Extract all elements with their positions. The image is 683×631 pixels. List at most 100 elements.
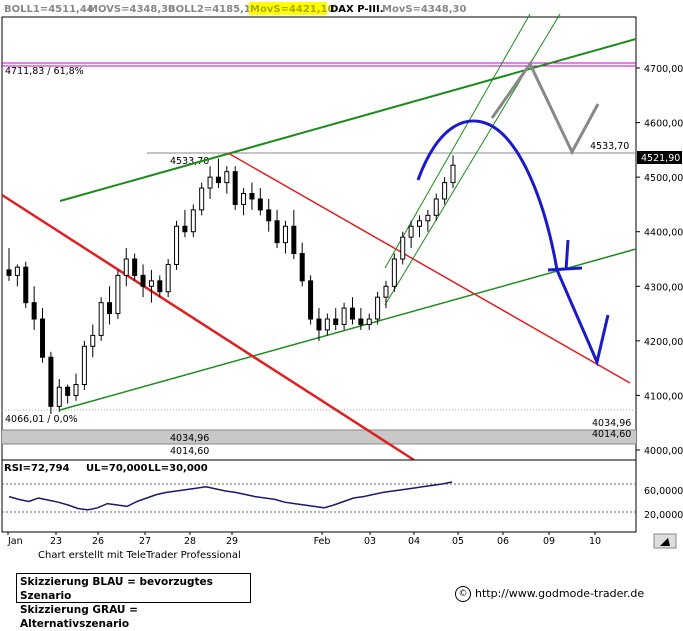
candle-body	[207, 176, 213, 189]
long-downtrend-line	[1, 193, 415, 462]
candle	[140, 264, 146, 298]
candle	[316, 308, 322, 341]
candle	[241, 188, 247, 216]
candle-body	[324, 318, 330, 331]
date-tick-label: 29	[226, 536, 238, 547]
chart-title: DAX P-III.	[330, 4, 384, 15]
scroll-arrow-icon[interactable]	[660, 538, 670, 546]
candle-body	[148, 280, 154, 287]
candle	[207, 166, 213, 199]
candle	[375, 291, 381, 325]
candles	[6, 155, 456, 414]
candle	[224, 166, 230, 194]
candle-body	[316, 318, 322, 331]
date-axis: Jan 23 26 27 28 29 Feb 03 04 05 06 09 10	[7, 532, 601, 547]
candle-body	[391, 258, 397, 287]
candle	[366, 313, 372, 330]
candle	[132, 253, 138, 281]
boll2-label: BOLL2=4185,17	[168, 4, 258, 15]
candle-body	[375, 296, 381, 320]
candle	[73, 373, 79, 401]
candle-body	[31, 302, 37, 320]
candle-body	[383, 285, 389, 298]
candle-body	[224, 171, 230, 184]
candle-body	[308, 280, 314, 320]
candle-body	[215, 176, 221, 184]
price-tick-label: 4700,00	[644, 64, 683, 75]
candle	[408, 220, 414, 249]
candle	[391, 253, 397, 292]
price-tick-label: 4100,00	[644, 391, 683, 402]
candle	[107, 286, 113, 325]
candle	[416, 215, 422, 238]
globe-icon: ©	[455, 586, 471, 602]
candle-body	[73, 384, 79, 396]
candle	[341, 302, 347, 330]
candle-body	[299, 253, 305, 282]
candle-body	[232, 171, 238, 205]
date-tick-label: Feb	[314, 536, 331, 547]
candle	[433, 193, 439, 221]
candle-body	[408, 225, 414, 238]
date-tick-label: 03	[364, 536, 376, 547]
rsi-panel-frame	[1, 459, 637, 533]
candle	[190, 204, 196, 238]
candle-body	[333, 318, 339, 325]
candle-body	[182, 225, 188, 233]
rsi-tick-60: 60,0000	[644, 486, 683, 497]
candle	[148, 269, 154, 303]
date-tick-label: 23	[50, 536, 62, 547]
candle-body	[282, 225, 288, 244]
candle	[182, 209, 188, 238]
candle	[358, 308, 364, 330]
candle-body	[199, 187, 205, 211]
date-tick-label: 09	[543, 536, 555, 547]
candle	[48, 351, 54, 414]
candle-body	[23, 266, 29, 304]
candle	[425, 209, 431, 232]
candle	[282, 220, 288, 254]
candle-body	[140, 274, 146, 287]
footer-url[interactable]: © http://www.godmode-trader.de	[455, 586, 644, 602]
candle	[56, 379, 62, 412]
candle	[450, 155, 456, 189]
date-tick-label: 26	[92, 536, 104, 547]
candle-body	[241, 193, 247, 205]
level-4014-right-label: 4014,60	[592, 429, 631, 440]
footer-url-text[interactable]: http://www.godmode-trader.de	[475, 587, 645, 600]
candle-body	[366, 318, 372, 325]
candle	[232, 166, 238, 210]
grey-scenario-path	[490, 61, 600, 156]
blue-scenario-marker	[547, 239, 583, 272]
chart-header: BOLL1=4511,44 MOVS=4348,30 BOLL2=4185,17…	[4, 2, 467, 15]
level-4034-left-label: 4034,96	[170, 433, 209, 444]
candle-body	[14, 266, 20, 276]
candle	[157, 275, 163, 298]
scroll-marker[interactable]	[653, 533, 677, 549]
price-tick-label: 4000,00	[644, 446, 683, 457]
movs-s-label: MovS=4421,10	[250, 4, 335, 15]
price-tick-label: 4300,00	[644, 282, 683, 293]
level-4034-right-label: 4034,96	[592, 418, 631, 429]
date-tick-label: 28	[184, 536, 196, 547]
lower-channel-line	[59, 248, 637, 411]
candle-body	[115, 274, 121, 315]
rsi-ll-label: LL=30,000	[148, 463, 208, 474]
candle-body	[65, 386, 71, 396]
candle	[249, 182, 255, 210]
candle	[400, 231, 406, 265]
date-tick-label: 10	[589, 536, 601, 547]
candle-body	[249, 193, 255, 200]
scenario-legend: Skizzierung BLAU = bevorzugtes Szenario …	[16, 573, 251, 630]
candle-body	[450, 164, 456, 184]
candle-body	[358, 318, 364, 325]
legend-grey: Skizzierung GRAU = Alternativszenario	[20, 604, 138, 630]
candle-body	[165, 263, 171, 293]
candle	[6, 248, 12, 281]
candle	[274, 209, 280, 249]
date-tick-label: 06	[497, 536, 509, 547]
candle-body	[416, 220, 422, 227]
candle-body	[90, 334, 96, 347]
candle	[90, 324, 96, 358]
candle	[81, 340, 87, 390]
